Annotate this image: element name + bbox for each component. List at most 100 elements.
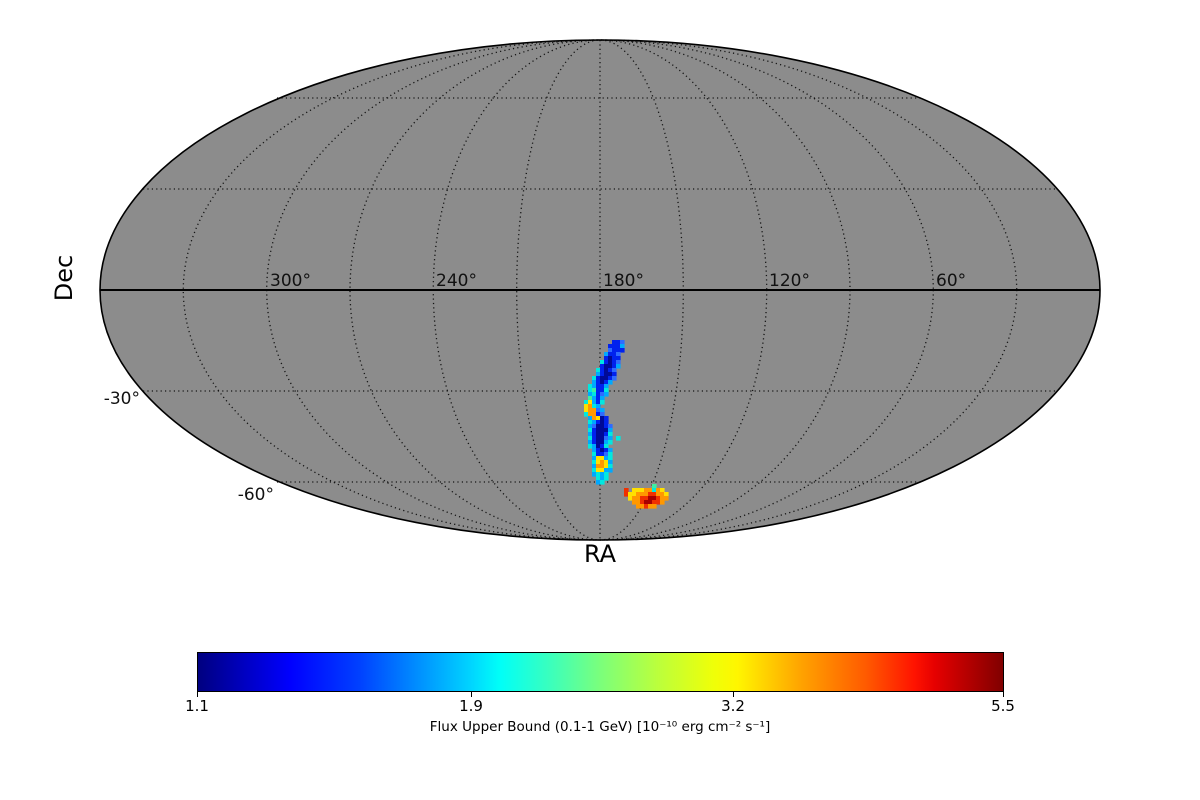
colorbar-tick-2 bbox=[471, 692, 472, 697]
colorbar-tick-3 bbox=[733, 692, 734, 697]
elongated-stream-cell bbox=[596, 436, 601, 441]
compact-blob-cell bbox=[656, 488, 661, 493]
elongated-stream-cell bbox=[600, 420, 605, 425]
elongated-stream-cell bbox=[596, 432, 601, 437]
elongated-stream-cell bbox=[592, 436, 597, 441]
elongated-stream-cell bbox=[588, 400, 593, 405]
elongated-stream-cell bbox=[616, 364, 621, 369]
elongated-stream-cell bbox=[612, 340, 617, 345]
elongated-stream-cell bbox=[596, 376, 601, 381]
compact-blob-cell bbox=[628, 492, 633, 497]
elongated-stream-cell bbox=[608, 456, 613, 461]
elongated-stream-cell bbox=[596, 380, 601, 385]
compact-blob-cell bbox=[648, 492, 653, 497]
compact-blob-cell bbox=[636, 492, 641, 497]
elongated-stream-cell bbox=[592, 412, 597, 417]
elongated-stream-cell bbox=[600, 368, 605, 373]
compact-blob-cell bbox=[636, 488, 641, 493]
elongated-stream-cell bbox=[592, 380, 597, 385]
ra-axis-label: RA bbox=[584, 540, 617, 568]
elongated-stream-cell bbox=[600, 400, 605, 405]
elongated-stream-cell bbox=[596, 424, 601, 429]
elongated-stream-cell bbox=[600, 460, 605, 465]
compact-blob-cell bbox=[632, 500, 637, 505]
compact-blob-cell bbox=[656, 492, 661, 497]
colorbar-gradient bbox=[197, 652, 1004, 692]
elongated-stream-cell bbox=[620, 340, 625, 345]
compact-blob-cell bbox=[636, 496, 641, 501]
compact-blob-cell bbox=[644, 496, 649, 501]
colorbar-tick-label-2: 1.9 bbox=[459, 697, 483, 715]
elongated-stream-cell bbox=[600, 480, 605, 485]
elongated-stream-cell bbox=[604, 464, 609, 469]
compact-blob-cell bbox=[644, 492, 649, 497]
dec-tick-label-minus60: -60° bbox=[238, 485, 274, 505]
elongated-stream-cell bbox=[592, 428, 597, 433]
compact-blob-cell bbox=[640, 500, 645, 505]
elongated-stream-cell bbox=[592, 444, 597, 449]
elongated-stream-cell bbox=[588, 444, 593, 449]
compact-blob-cell bbox=[624, 492, 629, 497]
compact-blob-cell bbox=[648, 496, 653, 501]
elongated-stream-cell bbox=[604, 372, 609, 377]
elongated-stream-cell bbox=[604, 368, 609, 373]
ra-tick-label-120: 120° bbox=[769, 271, 810, 291]
elongated-stream-cell bbox=[600, 416, 605, 421]
elongated-stream-cell bbox=[600, 432, 605, 437]
elongated-stream-cell bbox=[584, 400, 589, 405]
compact-blob-cell bbox=[640, 504, 645, 509]
elongated-stream-cell bbox=[604, 356, 609, 361]
elongated-stream-cell bbox=[596, 412, 601, 417]
elongated-stream-cell bbox=[600, 452, 605, 457]
elongated-stream-cell bbox=[596, 456, 601, 461]
elongated-stream-cell bbox=[596, 416, 601, 421]
elongated-stream-cell bbox=[600, 440, 605, 445]
elongated-stream-cell bbox=[592, 456, 597, 461]
elongated-stream-cell bbox=[620, 348, 625, 353]
elongated-stream-cell bbox=[596, 452, 601, 457]
compact-blob-cell bbox=[640, 492, 645, 497]
compact-blob-cell bbox=[656, 500, 661, 505]
compact-blob-cell bbox=[632, 496, 637, 501]
elongated-stream-cell bbox=[600, 388, 605, 393]
elongated-stream-cell bbox=[612, 364, 617, 369]
elongated-stream-cell bbox=[604, 432, 609, 437]
elongated-stream-cell bbox=[584, 404, 589, 409]
elongated-stream-cell bbox=[604, 452, 609, 457]
elongated-stream-cell bbox=[588, 388, 593, 393]
compact-blob-cell bbox=[644, 488, 649, 493]
elongated-stream-cell bbox=[588, 384, 593, 389]
elongated-stream-cell bbox=[592, 452, 597, 457]
ra-tick-label-60: 60° bbox=[936, 271, 966, 291]
compact-blob-cell bbox=[660, 500, 665, 505]
elongated-stream-cell bbox=[592, 376, 597, 381]
elongated-stream-cell bbox=[612, 352, 617, 357]
elongated-stream-cell bbox=[604, 472, 609, 477]
elongated-stream-cell bbox=[596, 404, 601, 409]
elongated-stream-cell bbox=[600, 468, 605, 473]
elongated-stream-cell bbox=[600, 456, 605, 461]
elongated-stream-cell bbox=[604, 468, 609, 473]
compact-blob-cell bbox=[632, 488, 637, 493]
elongated-stream-cell bbox=[596, 388, 601, 393]
elongated-stream-cell bbox=[592, 464, 597, 469]
ra-tick-label-240: 240° bbox=[436, 271, 477, 291]
elongated-stream-cell bbox=[608, 448, 613, 453]
elongated-stream-cell bbox=[596, 400, 601, 405]
elongated-stream-cell bbox=[612, 360, 617, 365]
elongated-stream-cell bbox=[592, 396, 597, 401]
compact-blob-cell bbox=[624, 488, 629, 493]
elongated-stream-cell bbox=[600, 360, 605, 365]
elongated-stream-cell bbox=[596, 428, 601, 433]
ra-tick-label-300: 300° bbox=[270, 271, 311, 291]
elongated-stream-cell bbox=[600, 372, 605, 377]
elongated-stream-cell bbox=[600, 380, 605, 385]
colorbar-tick-label-4: 5.5 bbox=[991, 697, 1015, 715]
compact-blob-cell bbox=[660, 488, 665, 493]
elongated-stream-cell bbox=[588, 404, 593, 409]
flux-patches bbox=[584, 340, 669, 509]
elongated-stream-cell bbox=[600, 464, 605, 469]
elongated-stream-cell bbox=[600, 392, 605, 397]
elongated-stream-cell bbox=[600, 472, 605, 477]
elongated-stream-cell bbox=[612, 372, 617, 377]
